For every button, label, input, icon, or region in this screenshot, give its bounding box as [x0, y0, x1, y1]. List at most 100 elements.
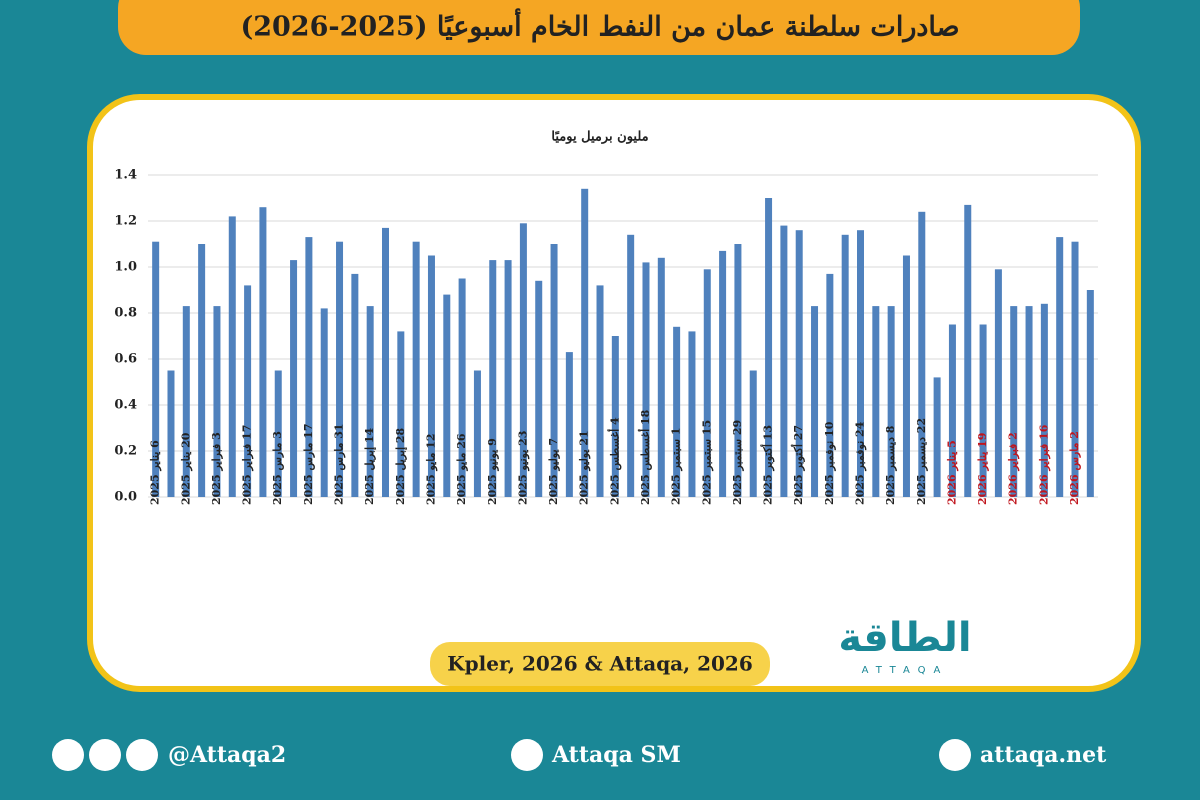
y-tick-label: 1.2 — [114, 214, 137, 229]
bar — [305, 237, 313, 497]
bar — [948, 324, 956, 497]
bar — [152, 241, 160, 497]
title: صادرات سلطنة عمان من النفط الخام أسبوعيً… — [240, 9, 959, 44]
footer-social: @Attaqa2 — [168, 742, 286, 768]
bar — [473, 370, 481, 497]
bar — [290, 260, 298, 497]
bar — [673, 326, 681, 497]
icon-facebook — [126, 739, 158, 771]
bar — [244, 285, 252, 497]
x-tick-label: 27 أكتوبر 2025 — [791, 425, 805, 505]
x-tick-label: 19 يناير 2026 — [976, 433, 989, 505]
bar — [994, 269, 1002, 497]
bar — [397, 331, 405, 497]
y-tick-label: 0.4 — [114, 398, 137, 413]
source-box — [430, 642, 770, 686]
bar — [1010, 306, 1018, 497]
bar — [1040, 303, 1048, 497]
bar — [657, 257, 665, 497]
bar — [719, 250, 727, 497]
x-tick-label: 28 إبريل 2025 — [394, 427, 408, 505]
footer-youtube: Attaqa SM — [551, 742, 681, 768]
bar — [182, 306, 190, 497]
x-tick-label: 31 مارس 2025 — [333, 423, 346, 505]
y-tick-label: 0.2 — [114, 444, 137, 459]
x-tick-label: 21 يوليو 2025 — [578, 430, 591, 505]
x-tick-label: 8 ديسمبر 2025 — [884, 425, 897, 505]
bar — [979, 324, 987, 497]
bar — [228, 216, 236, 497]
bar — [412, 241, 420, 497]
x-tick-label: 23 يونيو 2025 — [516, 431, 529, 505]
bar — [366, 306, 374, 497]
bar — [550, 244, 558, 497]
icon-youtube — [511, 739, 543, 771]
x-tick-label: 4 أغسطس 2025 — [607, 417, 621, 505]
bar — [887, 306, 895, 497]
x-tick-label: 16 فبراير 2026 — [1037, 424, 1050, 505]
source: Kpler, 2026 & Attaqa, 2026 — [447, 652, 752, 676]
y-tick-label: 1.0 — [114, 260, 137, 275]
y-axis-label: مليون برميل يوميًا — [551, 130, 648, 145]
bar — [259, 207, 267, 497]
bar — [274, 370, 282, 497]
x-tick-label: 12 مايو 2025 — [424, 433, 437, 505]
bar — [611, 336, 619, 497]
bar — [642, 262, 650, 497]
footer-website: attaqa.net — [980, 742, 1107, 768]
bar — [213, 306, 221, 497]
x-tick-label: 22 ديسمبر 2025 — [915, 418, 928, 505]
bar — [734, 244, 742, 497]
x-tick-label: 9 يونيو 2025 — [486, 438, 499, 505]
bar — [198, 244, 206, 497]
bar — [872, 306, 880, 497]
bar — [1025, 306, 1033, 497]
bar — [1071, 241, 1079, 497]
x-tick-label: 17 فبراير 2025 — [241, 425, 254, 505]
x-tick-label: 3 فبراير 2025 — [210, 432, 223, 505]
bar — [749, 370, 757, 497]
bar — [765, 198, 773, 497]
y-tick-label: 0.6 — [114, 352, 137, 367]
bar — [857, 230, 864, 497]
bar — [1056, 237, 1064, 497]
bar — [336, 241, 344, 497]
bar — [565, 352, 573, 497]
y-tick-label: 0.0 — [114, 490, 137, 505]
bar — [933, 377, 941, 497]
x-tick-label: 7 يوليو 2025 — [547, 438, 560, 505]
bar — [351, 273, 359, 497]
bar — [167, 370, 175, 497]
x-tick-label: 10 نوفمبر 2025 — [823, 421, 836, 505]
bar — [581, 188, 589, 498]
bar — [918, 211, 926, 498]
x-tick-label: 13 أكتوبر 2025 — [761, 425, 775, 505]
bar — [964, 204, 972, 497]
x-tick-label: 1 سبتمبر 2025 — [670, 427, 683, 505]
x-tick-label: 24 نوفمبر 2025 — [854, 421, 867, 505]
bar — [780, 225, 788, 497]
title-banner — [118, 0, 1080, 55]
bar — [826, 273, 834, 497]
x-tick-label: 2 فبراير 2026 — [1007, 432, 1020, 505]
x-tick-label: 2 مارس 2026 — [1068, 431, 1081, 505]
bar — [458, 278, 466, 497]
x-tick-label: 5 يناير 2026 — [945, 440, 958, 505]
bar — [443, 294, 451, 497]
bar — [1086, 290, 1094, 497]
y-tick-label: 0.8 — [114, 306, 137, 321]
icon-instagram — [89, 739, 121, 771]
x-tick-label: 14 إبريل 2025 — [363, 427, 377, 505]
x-tick-label: 20 يناير 2025 — [179, 432, 192, 505]
logo-name: الطاقة — [838, 615, 971, 661]
x-tick-label: 17 مارس 2025 — [302, 423, 315, 505]
bar — [535, 280, 543, 497]
bar — [504, 260, 512, 497]
bar — [382, 227, 389, 497]
x-tick-label: 15 سبتمبر 2025 — [700, 420, 713, 505]
x-tick-label: 26 مايو 2025 — [455, 433, 468, 505]
bar — [596, 285, 604, 497]
bar — [795, 230, 803, 497]
x-tick-label: 29 سبتمبر 2025 — [731, 420, 744, 505]
